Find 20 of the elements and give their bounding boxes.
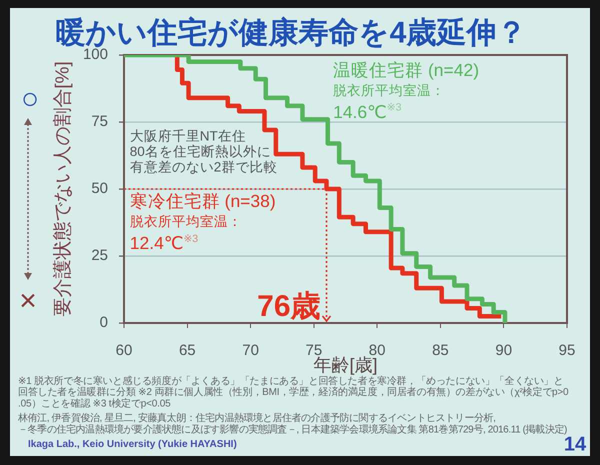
text: Ikaga Lab., Keio University (Yukie HAYASHI) bbox=[28, 438, 237, 450]
y-tick-label: 75 bbox=[91, 113, 108, 130]
annotation: 大阪府千里NT在住 80名を住宅断熱以外に有意差のない2群で比較 bbox=[130, 128, 278, 175]
y-tick-label: 25 bbox=[91, 247, 108, 264]
x-tick-label: 95 bbox=[558, 342, 576, 360]
x-tick-label: 65 bbox=[178, 342, 196, 360]
annotation: 76歳 bbox=[257, 290, 321, 323]
text: × bbox=[19, 284, 37, 318]
x-tick-label: 60 bbox=[116, 342, 132, 360]
y-tick-label: 50 bbox=[91, 180, 108, 198]
text: ※1 脱衣所で冬に寒いと感じる頻度が「よくある」「たまにある」と回答した者を寒冷群，「めったにない」「全くない」と回答した者を温暖群に分類 ※2 両群に個人属性（性別，BMI，学歴，経済的満足度，同居者の有無）の差がない（χ²検定でp>0.05）ことを確認 ※3 t検定でp<0.05 bbox=[18, 374, 570, 410]
y-axis-title: 要介護状態でない人の割合[%] bbox=[52, 61, 74, 317]
x-tick-label: 90 bbox=[495, 342, 512, 360]
y-tick-label: 0 bbox=[100, 314, 108, 332]
text: 林侑江, 伊香賀俊治, 星旦二, 安藤真太朗：住宅内温熱環境と居住者の介護予防に関するイベントヒストリー分析, －冬季の住宅内温熱環境が要介護状態に及ぼす影響の実態調査－, 日本建築学会環境系論文集 第81巻第729号, 2016.11 (掲載決定) bbox=[17, 412, 568, 436]
text: ○ bbox=[20, 82, 40, 116]
x-tick-label: 85 bbox=[432, 342, 449, 360]
x-tick-label: 80 bbox=[368, 342, 386, 360]
x-tick-label: 70 bbox=[242, 342, 259, 360]
text: 14 bbox=[564, 434, 587, 456]
